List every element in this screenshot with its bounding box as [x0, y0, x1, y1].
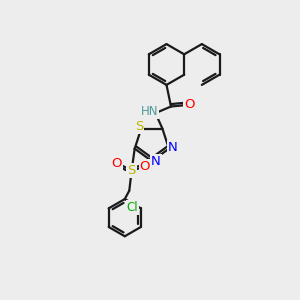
- Text: N: N: [151, 155, 161, 168]
- Text: HN: HN: [141, 105, 158, 118]
- Text: S: S: [128, 164, 136, 177]
- Text: Cl: Cl: [127, 201, 138, 214]
- Text: S: S: [135, 120, 143, 133]
- Text: N: N: [168, 141, 178, 154]
- Text: O: O: [140, 160, 150, 173]
- Text: O: O: [111, 157, 122, 170]
- Text: O: O: [184, 98, 195, 112]
